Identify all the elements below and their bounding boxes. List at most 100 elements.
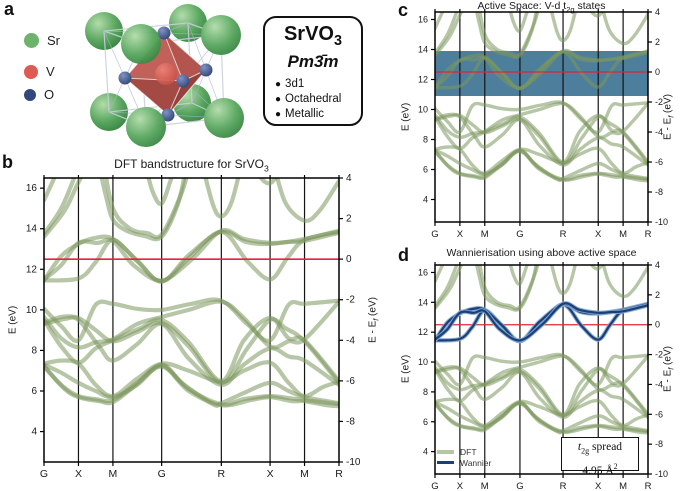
dft-band (435, 101, 648, 140)
y-tick-label: 10 (418, 105, 428, 115)
dft-band (589, 265, 605, 271)
k-point-label: X (267, 468, 274, 480)
panel-label-b: b (2, 152, 13, 172)
y-right-tick-label: 2 (346, 214, 352, 225)
axes-frame (43, 177, 340, 463)
k-point-label: X (75, 468, 82, 480)
y-right-tick-label: -8 (655, 187, 663, 197)
dft-band (146, 178, 174, 206)
panel-d-yaxis-right-label: E - Ef (eV) (662, 346, 676, 392)
property-bullet: ● Octahedral (275, 93, 342, 105)
legend-item-V: V (24, 64, 55, 79)
y-tick-label: 6 (31, 386, 37, 397)
panel-b-title: DFT bandstructure for SrVO3 (114, 157, 269, 174)
dft-band (44, 178, 84, 239)
k-point-label: X (595, 229, 602, 240)
y-right-tick-label: 4 (655, 260, 660, 270)
k-point-label: G (158, 468, 166, 480)
y-tick-label: 8 (423, 135, 428, 145)
dft-bandstructure-plot: 4 6 8 10 12 14 16 -10 -8 -6 -4 -2 0 2 4 G X M G R X M R (26, 173, 361, 480)
dft-band (478, 12, 540, 58)
y-right-tick-label: -2 (655, 97, 663, 107)
panel-d-legend: DFT Wannier (437, 446, 491, 468)
y-tick-label: 6 (423, 165, 428, 175)
property-bullet: ● Metallic (275, 108, 325, 120)
k-point-label: R (335, 468, 343, 480)
k-point-label: G (516, 229, 523, 240)
spread-value-box: t2g spread 4.95 Å2 (561, 437, 639, 477)
k-point-label: R (560, 229, 567, 240)
o-atom-swatch (24, 88, 36, 101)
k-point-label: M (619, 229, 627, 240)
dft-band (435, 354, 648, 392)
y-right-tick-label: 0 (346, 254, 352, 265)
legend-item-O: O (24, 87, 54, 102)
dft-band (435, 113, 648, 167)
active-space-plot: 4 6 8 10 12 14 16 -10 -8 -6 -4 -2 0 2 4 G X M G R X M R (418, 7, 668, 240)
k-point-label: M (481, 481, 489, 491)
k-point-label: G (516, 481, 523, 491)
y-right-tick-label: -4 (655, 127, 663, 137)
panel-c-yaxis-label: E (eV) (400, 102, 412, 132)
panel-c-yaxis-right-label: E - Ef (eV) (662, 94, 676, 140)
dft-band (104, 178, 189, 240)
y-right-tick-label: 2 (655, 290, 660, 300)
o-atoms (118, 26, 213, 122)
dft-band (435, 100, 648, 135)
k-point-label: X (457, 229, 464, 240)
y-right-tick-label: -6 (346, 376, 355, 387)
sr-atoms-front (121, 15, 244, 147)
dft-band (435, 365, 648, 419)
y-tick-label: 12 (418, 327, 428, 337)
dft-band (44, 178, 77, 236)
y-right-tick-label: -2 (655, 350, 663, 360)
y-tick-label: 8 (31, 345, 37, 356)
wannier-line-swatch (437, 461, 454, 464)
panel-b-yaxis-label: E (eV) (7, 305, 19, 335)
dft-band (435, 48, 648, 90)
dft-band (601, 12, 648, 46)
k-point-label: M (300, 468, 309, 480)
y-tick-label: 14 (26, 224, 38, 235)
panel-label-c: c (398, 0, 409, 20)
y-tick-label: 16 (418, 15, 428, 25)
k-point-label: R (645, 229, 652, 240)
y-tick-label: 16 (418, 267, 428, 277)
k-point-label: R (218, 468, 226, 480)
dft-band (435, 12, 445, 31)
plot-area (44, 178, 339, 462)
y-right-tick-label: -4 (655, 379, 663, 389)
panel-d-yaxis-label: E (eV) (400, 354, 412, 384)
dft-band (275, 178, 339, 223)
v-atom-swatch (24, 64, 38, 79)
dft-band (589, 12, 605, 18)
y-tick-label: 14 (418, 297, 428, 307)
y-tick-label: 12 (418, 75, 428, 85)
dft-band (44, 178, 57, 203)
k-point-label: G (431, 481, 438, 491)
spread-value: 4.95 Å2 (582, 462, 618, 478)
spread-label: t2g spread (577, 441, 623, 456)
y-right-tick-label: -10 (346, 457, 361, 468)
dft-band (44, 315, 339, 387)
dft-band (44, 299, 339, 350)
y-right-tick-label: 4 (346, 173, 352, 184)
dft-band (435, 265, 459, 308)
dft-band (44, 297, 339, 343)
dft-band (549, 12, 577, 43)
k-point-label: G (40, 468, 48, 480)
y-right-tick-label: -4 (346, 335, 355, 346)
panel-d-title: Wannierisation using above active space (446, 247, 637, 259)
y-tick-label: 4 (423, 447, 428, 457)
dft-band (258, 178, 278, 186)
y-tick-label: 10 (418, 357, 428, 367)
dft-band (203, 178, 241, 219)
v-atom (155, 63, 177, 85)
k-point-label: R (645, 481, 652, 491)
legend-label: Wannier (460, 457, 492, 468)
dft-band (478, 265, 540, 311)
legend-label: DFT (460, 446, 477, 457)
y-tick-label: 16 (26, 183, 38, 194)
dft-band (435, 149, 648, 183)
